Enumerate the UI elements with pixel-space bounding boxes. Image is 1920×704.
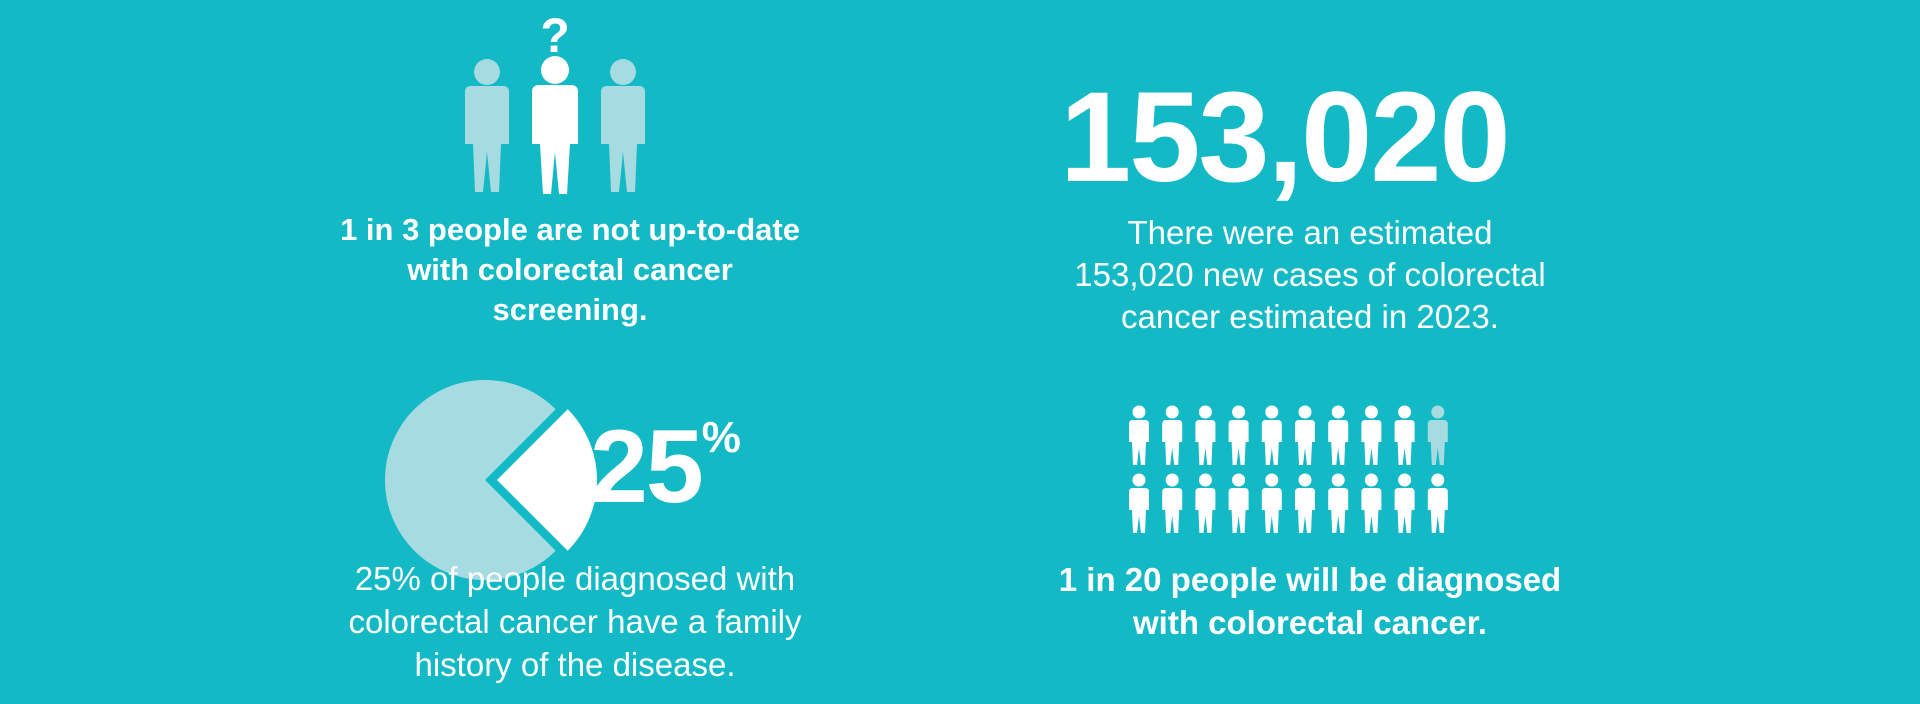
person-icon	[1261, 473, 1282, 533]
person-icon	[1328, 405, 1349, 465]
person-icon	[1427, 473, 1448, 533]
cases-number: 153,020	[1060, 66, 1511, 209]
person-icon	[1328, 473, 1349, 533]
person-highlight-icon	[1427, 405, 1448, 465]
svg-text:?: ?	[540, 10, 569, 63]
person-icon	[1394, 473, 1415, 533]
person-icon	[1361, 405, 1382, 465]
person-icon	[1228, 405, 1249, 465]
person-icon	[1162, 405, 1183, 465]
family-history-stat-text: 25% of people diagnosed with colorectal …	[348, 560, 802, 683]
pie-highlight-slice	[497, 409, 597, 551]
person-icon	[1162, 473, 1183, 533]
diagnosis-stat-text: 1 in 20 people will be diagnosed with co…	[1058, 561, 1562, 641]
person-icon	[1129, 473, 1149, 533]
person-icon	[1295, 405, 1315, 465]
people-grid-icon	[1129, 405, 1448, 533]
person-icon	[1394, 405, 1415, 465]
person-icon	[1361, 473, 1382, 533]
percent-label: 25%	[590, 412, 741, 543]
screening-stat-text: 1 in 3 people are not up-to-date with co…	[340, 212, 800, 327]
person-icon	[1295, 473, 1315, 533]
person-icon	[1129, 405, 1149, 465]
person-right-icon	[601, 59, 645, 192]
person-icon	[1195, 405, 1216, 465]
person-icon	[1228, 473, 1249, 533]
person-icon	[1195, 473, 1216, 533]
person-icon	[1261, 405, 1282, 465]
percent-value: 25	[590, 409, 704, 525]
pie-major-slice	[384, 380, 556, 580]
cases-stat-text: There were an estimated 153,020 new case…	[1074, 214, 1546, 335]
person-center-icon: ?	[532, 10, 578, 194]
person-left-icon	[465, 59, 509, 192]
pie-chart-icon	[384, 380, 597, 580]
percent-sign: %	[701, 413, 741, 462]
people-question-icon: ?	[465, 10, 645, 194]
